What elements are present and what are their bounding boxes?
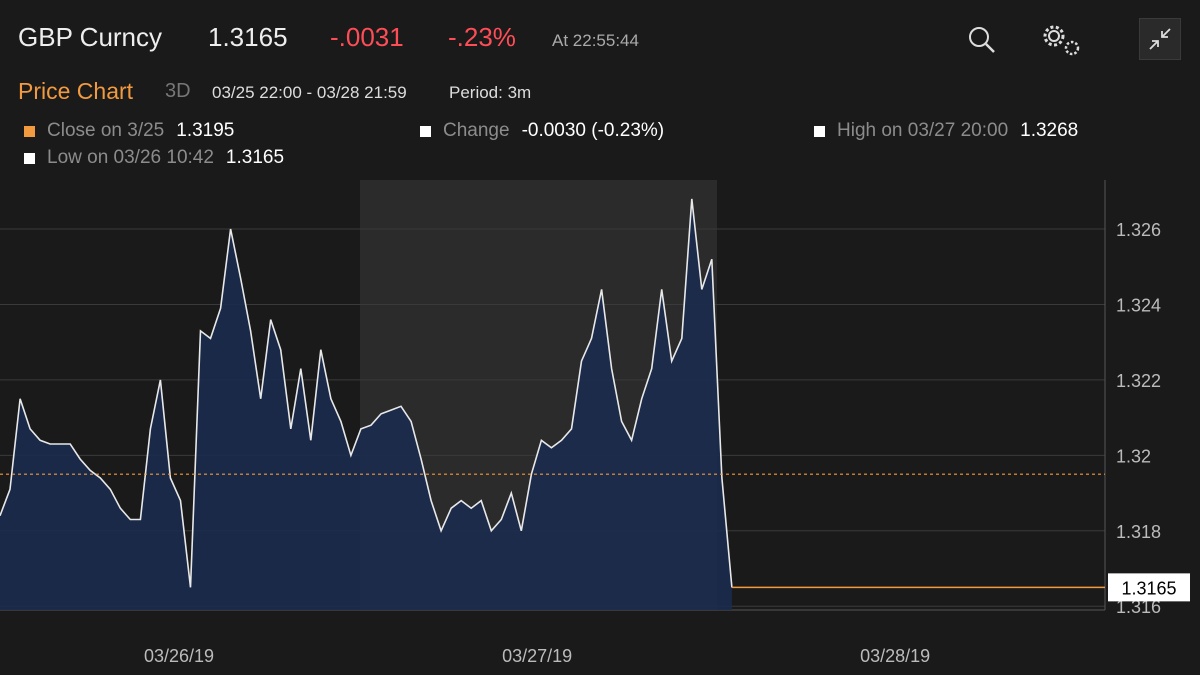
x-tick-label: 03/26/19 <box>144 646 214 666</box>
settings-icon[interactable] <box>1038 20 1084 60</box>
legend-value: -0.0030 (-0.23%) <box>521 120 665 141</box>
legend-label: High on 03/27 20:00 <box>837 120 1009 141</box>
legend-label: Low on 03/26 10:42 <box>47 147 214 168</box>
area <box>0 198 732 610</box>
period: Period: 3m <box>449 83 532 102</box>
legend-value: 1.3165 <box>225 147 285 168</box>
x-tick-label: 03/27/19 <box>502 646 572 666</box>
line <box>0 198 733 588</box>
time: At 22:55:44 <box>552 31 639 50</box>
legend-swatch <box>814 125 825 137</box>
y-tick-label: 1.316 <box>1116 597 1161 617</box>
legend-swatch <box>24 152 35 164</box>
legend-item: Low on 03/26 10:42 1.3165 <box>24 147 284 169</box>
ticker: GBP Curncy <box>18 22 163 52</box>
legend-swatch <box>24 125 35 137</box>
last-price-label: 1.3165 <box>1121 578 1176 598</box>
x-tick-label: 03/28/19 <box>860 646 930 666</box>
legend-label: Change <box>443 120 510 141</box>
search-icon[interactable] <box>966 24 998 56</box>
legend-label: Close on 3/25 <box>47 120 165 141</box>
change-pct: -.23% <box>448 22 516 52</box>
legend-swatch <box>420 125 431 137</box>
legend-item: Close on 3/25 1.3195 <box>24 120 234 142</box>
y-tick-label: 1.318 <box>1116 522 1161 542</box>
legend-item: High on 03/27 20:00 1.3268 <box>814 120 1078 142</box>
change: -.0031 <box>330 22 404 52</box>
price: 1.3165 <box>208 22 288 52</box>
legend-item: Change -0.0030 (-0.23%) <box>420 120 664 142</box>
range-button[interactable]: 3D <box>165 80 191 102</box>
y-tick-label: 1.32 <box>1116 446 1151 466</box>
legend-value: 1.3195 <box>176 120 235 141</box>
tab[interactable]: Price Chart <box>18 78 134 104</box>
y-tick-label: 1.322 <box>1116 371 1161 391</box>
collapse-button[interactable] <box>1139 18 1181 60</box>
y-tick-label: 1.326 <box>1116 220 1161 240</box>
legend-value: 1.3268 <box>1020 120 1079 141</box>
last-price-box <box>1108 573 1190 602</box>
y-tick-label: 1.324 <box>1116 295 1161 315</box>
date-range: 03/25 22:00 - 03/28 21:59 <box>212 83 407 102</box>
